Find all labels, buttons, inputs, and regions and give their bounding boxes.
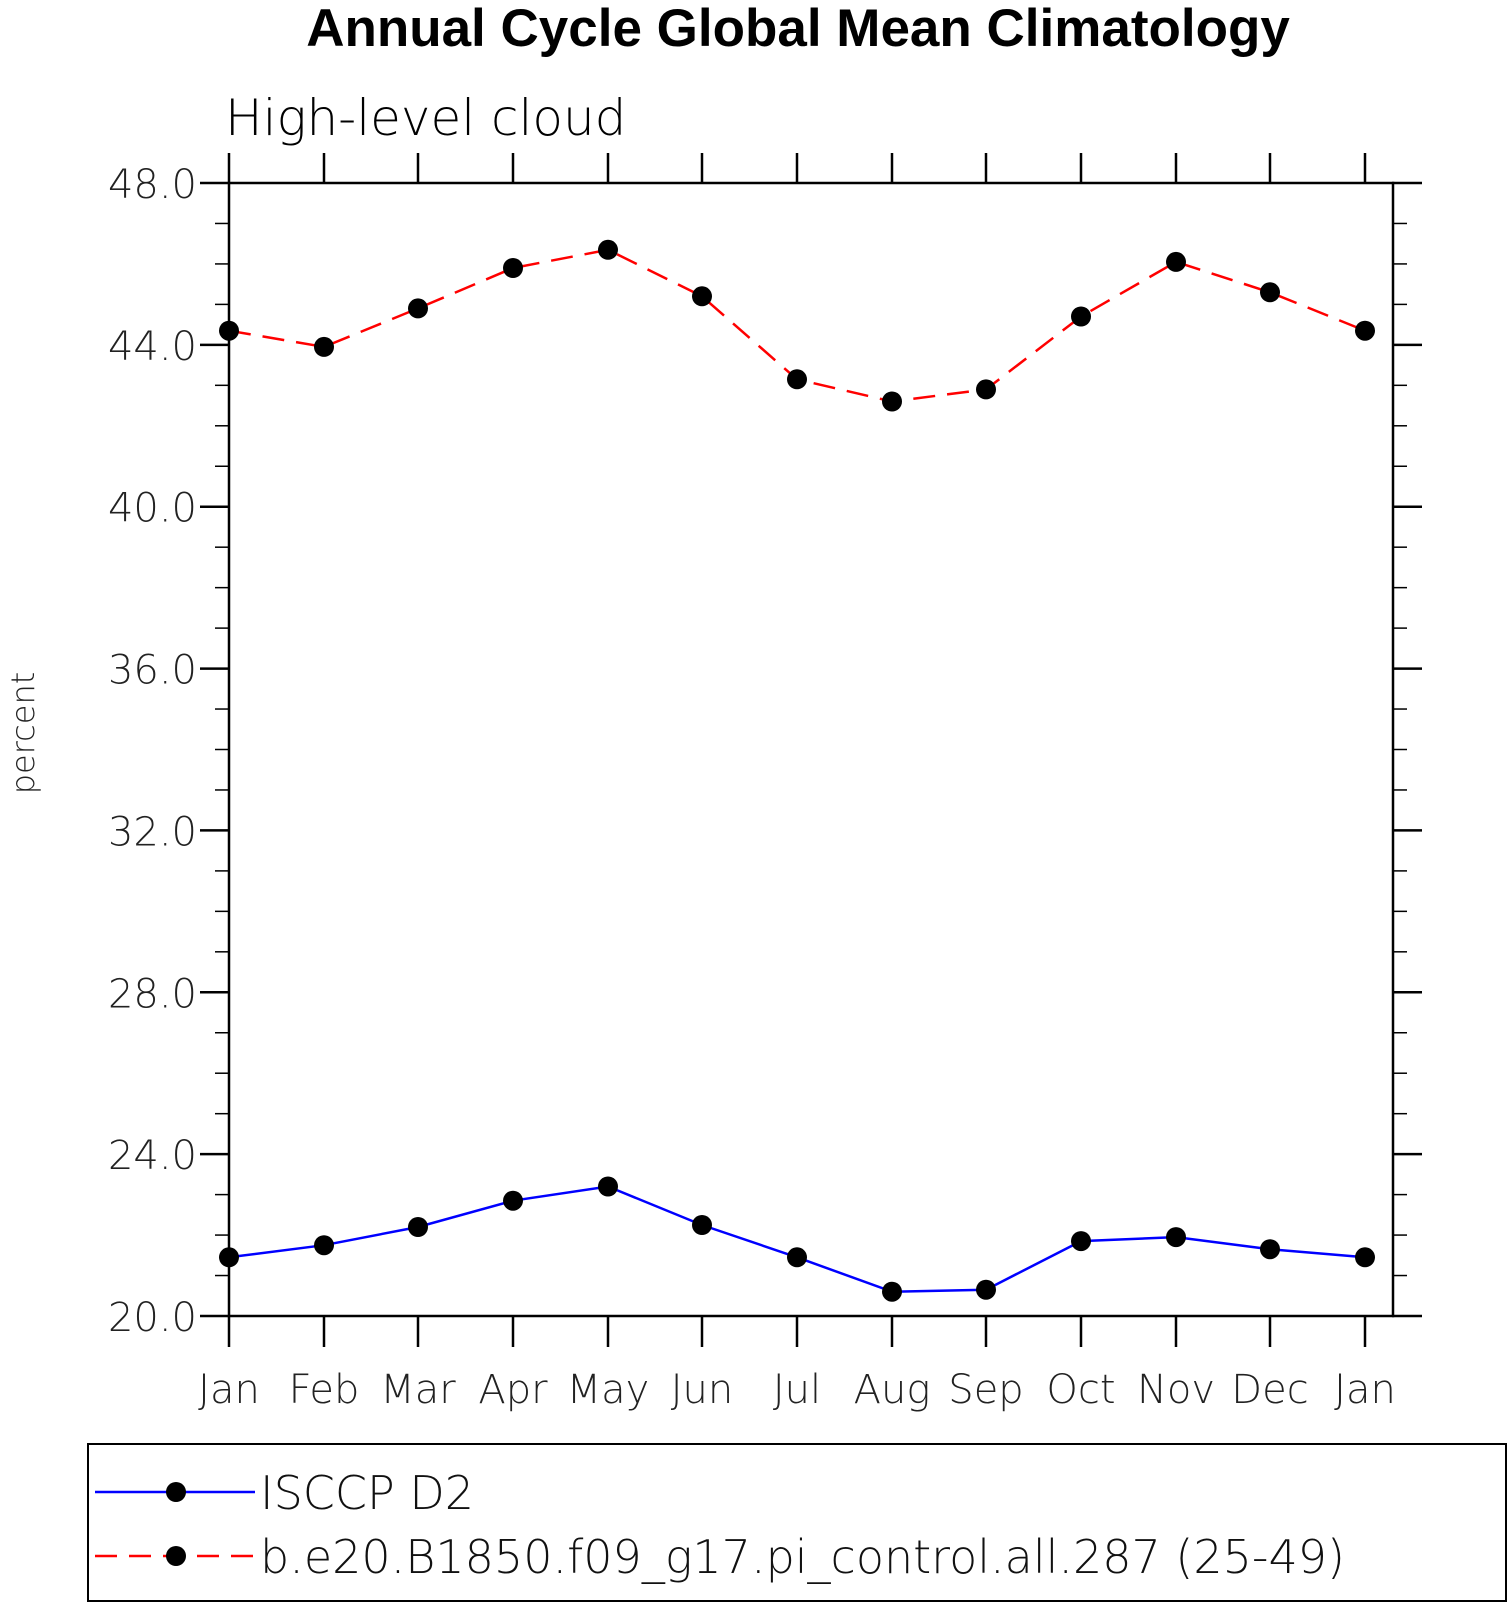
data-point <box>882 1281 902 1302</box>
data-point <box>787 369 807 390</box>
x-tick-label: Feb <box>289 1367 360 1413</box>
data-point <box>1071 1231 1091 1252</box>
y-tick-label: 24.0 <box>108 1133 197 1179</box>
plot-axes: 20.0 24.0 28.0 32.0 36.0 40.0 44.0 48.0 Jan Feb Ma… <box>108 153 1422 1413</box>
y-axis-label: percent <box>4 672 42 795</box>
data-point <box>503 258 523 278</box>
data-point <box>408 298 428 319</box>
series-0 <box>219 1176 1375 1302</box>
y-tick-label: 28.0 <box>108 971 197 1017</box>
x-tick-label: Aug <box>854 1367 931 1413</box>
y-tick-label: 48.0 <box>108 162 197 208</box>
x-tick-label: Jan <box>1334 1367 1396 1413</box>
legend-marker <box>166 1482 186 1502</box>
x-tick-label: Oct <box>1046 1367 1115 1413</box>
x-tick-label: Jun <box>671 1367 734 1413</box>
legend: ISCCP D2 b.e20.B1850.f09_g17.pi_control.a… <box>87 1443 1507 1602</box>
plot-frame <box>227 181 1395 1318</box>
data-point <box>692 286 712 307</box>
data-point <box>1260 282 1280 303</box>
data-point <box>882 391 902 412</box>
x-tick-label: Jan <box>198 1367 260 1413</box>
x-tick-label: Mar <box>380 1367 456 1413</box>
chart-subtitle: High-level cloud <box>225 89 626 147</box>
data-point <box>598 239 618 260</box>
series-1 <box>219 239 1375 412</box>
data-point <box>598 1176 618 1197</box>
x-tick-label: Apr <box>478 1367 548 1413</box>
data-point <box>1071 306 1091 327</box>
x-tick-label: Dec <box>1231 1367 1308 1413</box>
data-point <box>314 336 334 357</box>
legend-box <box>87 1443 1507 1602</box>
y-tick-label: 40.0 <box>108 486 197 532</box>
data-point <box>976 379 996 400</box>
series-line <box>228 1185 1366 1293</box>
series-layer <box>219 239 1375 1302</box>
data-point <box>219 320 239 341</box>
data-point <box>787 1247 807 1268</box>
x-tick-label: Jul <box>773 1367 821 1413</box>
legend-label: b.e20.B1850.f09_g17.pi_control.all.287 (… <box>260 1530 1345 1584</box>
y-tick-label: 32.0 <box>108 809 197 855</box>
chart-title: Annual Cycle Global Mean Climatology <box>306 0 1290 58</box>
x-tick-label: Sep <box>948 1367 1023 1413</box>
data-point <box>314 1235 334 1256</box>
data-point <box>1355 320 1375 341</box>
x-tick-label: Nov <box>1137 1367 1215 1413</box>
y-tick-label: 36.0 <box>108 648 197 694</box>
legend-marker <box>166 1546 186 1566</box>
data-point <box>1260 1239 1280 1260</box>
y-tick-label: 20.0 <box>108 1295 197 1341</box>
data-point <box>1355 1247 1375 1268</box>
data-point <box>1166 1227 1186 1248</box>
data-point <box>219 1247 239 1268</box>
x-tick-label: May <box>567 1367 650 1413</box>
legend-label: ISCCP D2 <box>260 1466 474 1520</box>
y-tick-label: 44.0 <box>108 324 197 370</box>
data-point <box>692 1215 712 1235</box>
data-point <box>503 1190 523 1211</box>
data-point <box>1166 251 1186 272</box>
data-point <box>976 1279 996 1300</box>
data-point <box>408 1217 428 1237</box>
